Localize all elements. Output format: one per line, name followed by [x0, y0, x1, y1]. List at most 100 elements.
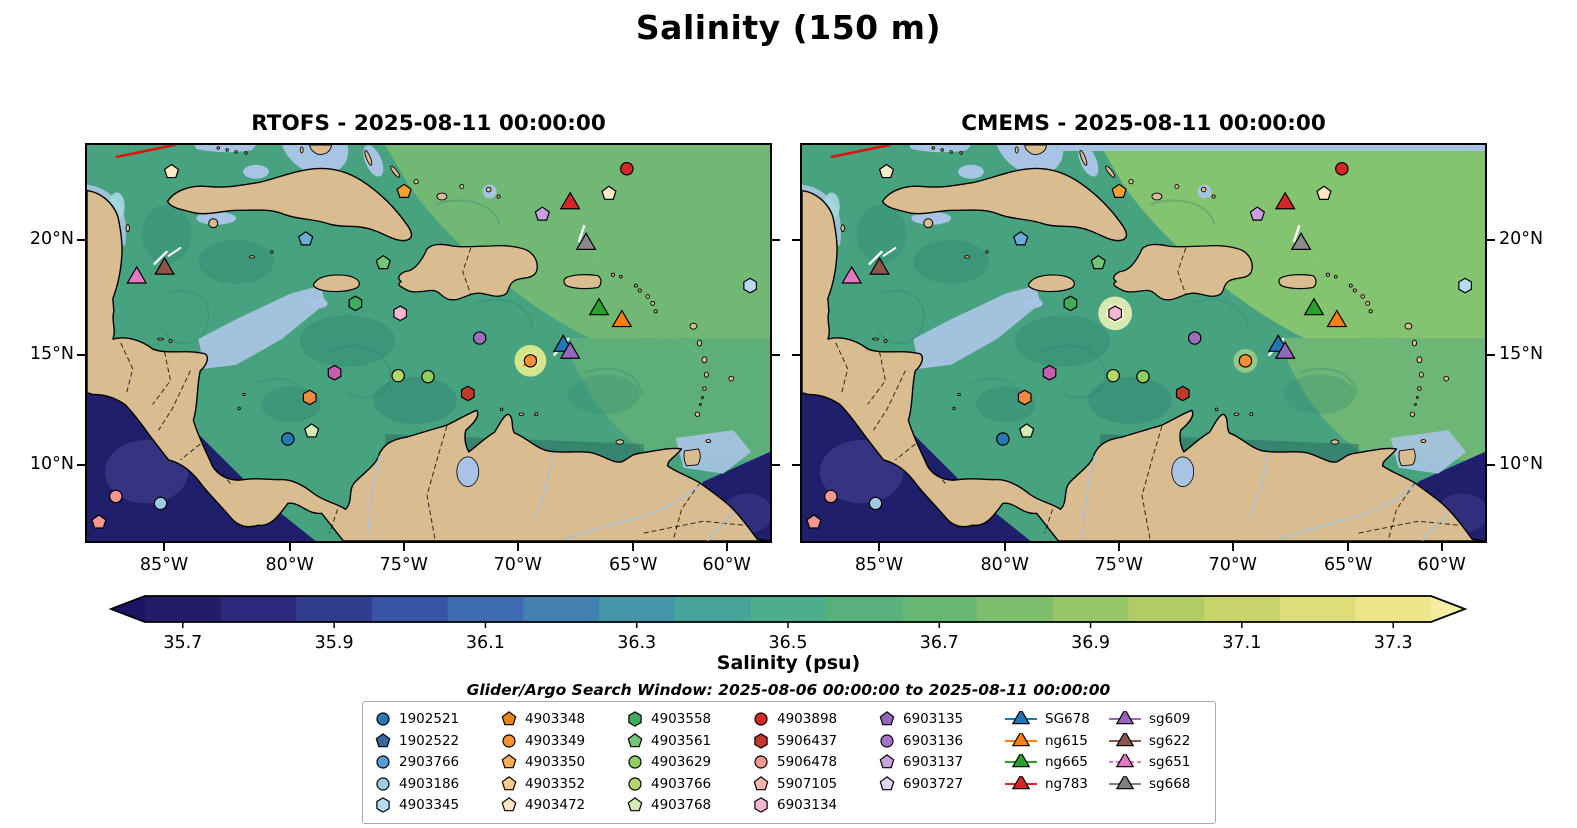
- lat-tick-mark: [1487, 239, 1495, 242]
- map-marker-circle: [628, 777, 642, 791]
- lat-tick-mark: [792, 464, 800, 466]
- circle-marker-icon: [752, 711, 770, 727]
- map-marker-pentagon: [627, 797, 643, 812]
- colorbar-segment: [1204, 596, 1281, 622]
- small-island: [1417, 386, 1422, 391]
- legend-item-4903898: 4903898: [752, 709, 870, 730]
- small-island: [496, 194, 501, 199]
- legend-item-label: 4903768: [651, 797, 712, 814]
- lon-tick-label: 70°W: [1208, 555, 1257, 575]
- legend-item-sg651: sg651: [1108, 752, 1204, 773]
- map-marker-circle: [628, 755, 642, 769]
- small-island: [683, 448, 701, 467]
- small-island: [1174, 184, 1180, 190]
- map-marker-pentagon: [878, 163, 895, 179]
- map-marker-circle: [824, 489, 838, 504]
- map-marker-pentagon: [601, 185, 617, 200]
- colorbar-outline: [108, 595, 1468, 623]
- map-marker-circle: [523, 354, 538, 368]
- map-marker-circle: [502, 734, 516, 748]
- landmass-americas: [802, 189, 1485, 541]
- colorbar-tick-label: 36.5: [768, 633, 808, 653]
- legend-column-6: SG678 ng615 ng665 ng783: [1004, 709, 1100, 816]
- small-island: [1233, 412, 1240, 416]
- platform-track: [830, 145, 891, 159]
- map-marker-triangle: [1011, 754, 1031, 768]
- pentagon-marker-icon: [500, 797, 518, 813]
- map-marker-circle: [421, 369, 435, 384]
- legend-item-6903137: 6903137: [878, 752, 996, 773]
- map-marker-pentagon: [501, 754, 517, 769]
- pentagon-marker-icon: [752, 775, 770, 792]
- map-marker-circle: [472, 331, 487, 345]
- lon-tick-mark: [402, 543, 405, 551]
- map-marker-triangle: [1115, 775, 1135, 790]
- glider-track-triangle-icon: [1108, 754, 1142, 770]
- circle-marker-icon: [374, 711, 392, 727]
- map-marker-pentagon: [1111, 183, 1127, 198]
- country-border: [835, 342, 849, 393]
- landmass-cuba: [881, 167, 1128, 242]
- legend-column-2: 4903348 4903349 4903350 4903352 4903472: [500, 709, 618, 816]
- map-marker-circle: [391, 368, 405, 383]
- legend-item-label: 4903558: [651, 711, 712, 728]
- legend-item-4903186: 4903186: [374, 774, 492, 795]
- colorbar-segment: [145, 596, 222, 622]
- map-marker-triangle: [1011, 711, 1031, 725]
- legend-item-label: 4903349: [525, 732, 586, 749]
- map-marker-triangle: [1274, 341, 1296, 359]
- small-island: [615, 439, 625, 445]
- colorbar-tick-label: 35.9: [314, 633, 354, 653]
- country-border: [221, 473, 233, 486]
- pentagon-marker-icon: [500, 775, 518, 792]
- map-marker-circle: [109, 489, 123, 504]
- hexagon-marker-icon: [752, 797, 770, 814]
- legend-item-ng665: ng665: [1004, 752, 1100, 773]
- small-island: [1418, 371, 1424, 378]
- map-marker-triangle: [841, 265, 863, 284]
- lat-tick-mark: [772, 354, 780, 356]
- map-marker-pentagon: [91, 514, 107, 529]
- legend-item-6903134: 6903134: [752, 795, 870, 816]
- legend-item-5906437: 5906437: [752, 731, 870, 752]
- small-island: [1360, 294, 1365, 299]
- small-island: [985, 250, 989, 254]
- landmass-cuba: [166, 167, 413, 242]
- map-marker-pentagon: [375, 254, 391, 270]
- map-marker-pentagon: [163, 163, 180, 179]
- small-island: [700, 396, 704, 399]
- lat-tick-mark: [772, 239, 780, 242]
- small-island: [1079, 150, 1088, 166]
- small-island: [1352, 288, 1357, 293]
- lon-tick-mark: [878, 543, 880, 551]
- lat-tick-label: 15°N: [29, 344, 74, 364]
- legend-item-label: 1902521: [399, 711, 460, 728]
- country-border: [1358, 520, 1459, 534]
- map-marker-circle: [996, 432, 1010, 446]
- colorbar-tick-label: 36.3: [617, 633, 657, 653]
- colorbar-segment: [1128, 596, 1205, 622]
- lon-tick-mark: [632, 543, 635, 551]
- small-island: [237, 406, 241, 410]
- small-island: [518, 412, 525, 416]
- legend-column-3: 4903558 4903561 4903629 4903766 4903768: [626, 709, 744, 816]
- circle-marker-icon: [752, 754, 770, 770]
- small-island: [249, 255, 255, 259]
- lon-tick-mark: [1003, 543, 1006, 551]
- legend-item-5907105: 5907105: [752, 774, 870, 795]
- lon-tick-label: 85°W: [854, 555, 904, 575]
- country-border: [895, 443, 916, 461]
- small-island: [728, 375, 735, 382]
- lon-tick-mark: [1347, 543, 1350, 551]
- legend-item-label: 4903766: [651, 775, 712, 792]
- river: [563, 485, 700, 540]
- country-border: [158, 370, 191, 431]
- map-marker-triangle: [869, 256, 890, 275]
- circle-marker-icon: [500, 733, 518, 749]
- legend-item-ng615: ng615: [1004, 731, 1100, 752]
- legend-item-label: 5906478: [777, 754, 838, 771]
- platform-track: [868, 250, 883, 265]
- glider-track-triangle-icon: [1004, 775, 1038, 792]
- map-marker-pentagon: [1249, 206, 1265, 221]
- legend-item-label: ng615: [1045, 732, 1088, 749]
